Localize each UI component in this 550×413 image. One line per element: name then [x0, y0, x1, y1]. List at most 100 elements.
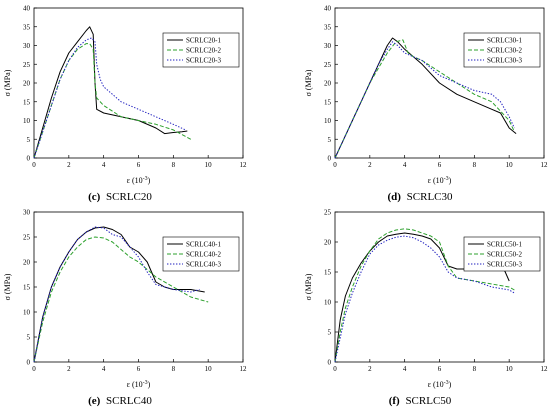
plot-frame-e — [33, 211, 244, 363]
series-line-SCRLC40-3 — [33, 226, 200, 363]
x-axis-label-e: ε (10-3) — [127, 380, 151, 389]
panel-e: (e) SCRLC40 0 2 4 6 8 10 12 0 5 10 15 20 25 30 ε (10-3… — [3, 209, 247, 408]
x-tick-label-e-5: 10 — [205, 365, 213, 373]
x-tick-label-e-6: 12 — [240, 365, 248, 373]
y-tick-label-c-8: 40 — [23, 5, 31, 13]
y-tick-label-d-7: 35 — [324, 23, 332, 31]
x-tick-label-d-5: 10 — [506, 161, 514, 169]
caption-c: (c) SCRLC20 — [88, 191, 152, 203]
legend-label-SCRLC30-1: SCRLC30-1 — [487, 37, 523, 45]
y-tick-label-f-2: 10 — [324, 299, 332, 307]
x-tick-label-c-4: 8 — [172, 161, 176, 169]
y-tick-label-f-4: 20 — [324, 239, 332, 247]
caption-f: (f) SCRLC50 — [389, 395, 452, 407]
y-tick-label-f-1: 5 — [328, 329, 332, 337]
legend-label-SCRLC40-1: SCRLC40-1 — [186, 241, 222, 249]
y-tick-label-c-5: 25 — [23, 61, 31, 69]
y-tick-label-c-7: 35 — [23, 23, 31, 31]
legend-label-SCRLC20-2: SCRLC20-2 — [186, 47, 222, 55]
x-tick-label-f-5: 10 — [506, 365, 514, 373]
y-tick-label-f-3: 15 — [324, 269, 332, 277]
x-tick-label-f-1: 2 — [368, 365, 372, 373]
y-tick-label-c-4: 20 — [23, 80, 31, 88]
y-tick-label-f-0: 0 — [328, 359, 332, 367]
x-tick-label-c-1: 2 — [67, 161, 71, 169]
legend-label-SCRLC50-1: SCRLC50-1 — [487, 241, 523, 249]
y-tick-label-e-1: 5 — [27, 334, 31, 342]
legend-label-SCRLC40-3: SCRLC40-3 — [186, 261, 222, 269]
y-tick-label-e-2: 10 — [23, 309, 31, 317]
legend-label-SCRLC30-3: SCRLC30-3 — [487, 57, 523, 65]
x-tick-label-e-2: 4 — [102, 365, 106, 373]
y-tick-label-c-1: 5 — [27, 136, 31, 144]
x-tick-label-e-4: 8 — [172, 365, 176, 373]
plot-frame-f — [334, 211, 545, 363]
y-tick-label-e-6: 30 — [23, 209, 31, 217]
y-tick-label-d-1: 5 — [328, 136, 332, 144]
legend-label-SCRLC20-3: SCRLC20-3 — [186, 57, 222, 65]
x-tick-label-c-6: 12 — [240, 161, 248, 169]
caption-e-text: SCRLC40 — [106, 395, 152, 407]
x-tick-label-e-1: 2 — [67, 365, 71, 373]
x-tick-label-c-5: 10 — [205, 161, 213, 169]
x-tick-label-e-0: 0 — [32, 365, 36, 373]
series-line-SCRLC20-3 — [33, 37, 186, 159]
y-axis-label-d: σ (MPa) — [304, 69, 313, 96]
y-tick-label-e-4: 20 — [23, 259, 31, 267]
caption-d-letter: (d) — [387, 191, 401, 203]
caption-d-text: SCRLC30 — [407, 191, 453, 203]
series-line-SCRLC40-2 — [33, 236, 209, 363]
x-axis-label-c: ε (10-3) — [127, 176, 151, 185]
series-line-SCRLC20-1 — [33, 26, 188, 159]
y-tick-label-c-6: 30 — [23, 42, 31, 50]
caption-e-letter: (e) — [88, 395, 101, 407]
x-tick-label-d-1: 2 — [368, 161, 372, 169]
legend-label-SCRLC30-2: SCRLC30-2 — [487, 47, 523, 55]
y-tick-label-e-0: 0 — [27, 359, 31, 367]
y-tick-label-d-3: 15 — [324, 98, 332, 106]
caption-e: (e) SCRLC40 — [88, 395, 152, 407]
x-tick-label-d-3: 6 — [438, 161, 442, 169]
y-tick-label-c-3: 15 — [23, 98, 31, 106]
x-tick-label-f-3: 6 — [438, 365, 442, 373]
x-tick-label-d-0: 0 — [333, 161, 337, 169]
series-line-SCRLC50-2 — [334, 228, 515, 363]
x-axis-label-d: ε (10-3) — [428, 176, 452, 185]
legend-label-SCRLC20-1: SCRLC20-1 — [186, 37, 222, 45]
legend-label-SCRLC50-2: SCRLC50-2 — [487, 251, 523, 259]
caption-f-text: SCRLC50 — [405, 395, 451, 407]
y-tick-label-f-5: 25 — [324, 209, 332, 217]
caption-c-letter: (c) — [88, 191, 101, 203]
x-tick-label-f-6: 12 — [541, 365, 549, 373]
legend-label-SCRLC40-2: SCRLC40-2 — [186, 251, 222, 259]
x-tick-label-d-2: 4 — [403, 161, 407, 169]
y-tick-label-c-2: 10 — [23, 117, 31, 125]
legend-box-e — [162, 236, 240, 272]
y-tick-label-d-2: 10 — [324, 117, 332, 125]
panel-d: (d) SCRLC30 0 2 4 6 8 10 12 0 5 10 15 20 25 30 35 40 ε (… — [304, 5, 548, 204]
x-tick-label-e-3: 6 — [137, 365, 141, 373]
panel-f: (f) SCRLC50 0 2 4 6 8 10 12 0 5 10 15 20 25 ε (10-3) σ… — [304, 209, 548, 408]
series-line-SCRLC50-3 — [334, 235, 515, 363]
caption-d: (d) SCRLC30 — [387, 191, 453, 203]
y-tick-label-d-4: 20 — [324, 80, 332, 88]
caption-f-letter: (f) — [389, 395, 400, 407]
series-line-SCRLC20-2 — [33, 43, 192, 159]
panel-c: (c) SCRLC20 0 2 4 6 8 10 12 0 5 10 15 20 25 30 35 40 ε (… — [3, 5, 247, 204]
y-tick-label-d-5: 25 — [324, 61, 332, 69]
series-line-SCRLC30-3 — [334, 41, 515, 159]
caption-c-text: SCRLC20 — [106, 191, 152, 203]
x-tick-label-c-2: 4 — [102, 161, 106, 169]
y-axis-label-e: σ (MPa) — [3, 273, 12, 300]
y-axis-label-f: σ (MPa) — [304, 273, 313, 300]
x-tick-label-c-3: 6 — [137, 161, 141, 169]
y-tick-label-e-3: 15 — [23, 284, 31, 292]
series-line-SCRLC30-2 — [334, 39, 515, 159]
y-tick-label-d-6: 30 — [324, 42, 332, 50]
plot-frame-c — [33, 7, 244, 159]
y-tick-label-d-0: 0 — [328, 155, 332, 163]
x-axis-label-f: ε (10-3) — [428, 380, 452, 389]
y-axis-label-c: σ (MPa) — [3, 69, 12, 96]
x-tick-label-d-4: 8 — [473, 161, 477, 169]
